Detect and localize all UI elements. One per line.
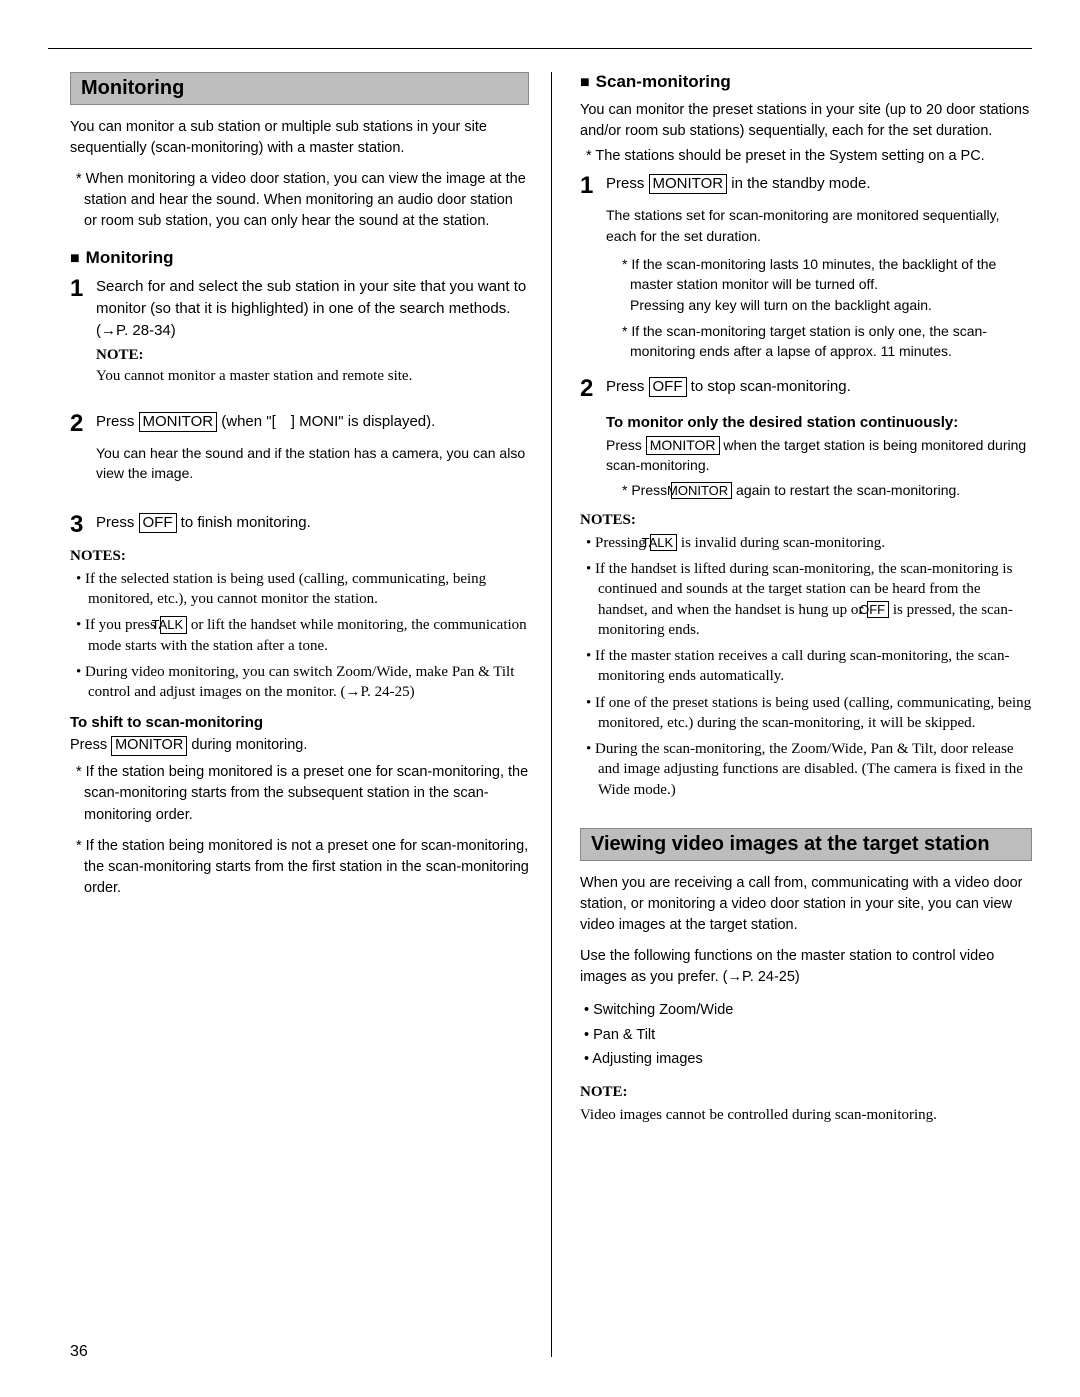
- text-fragment: Press: [606, 175, 649, 192]
- note-item: • If you press TALK or lift the handset …: [70, 615, 529, 656]
- step-text: Press OFF to finish monitoring.: [96, 512, 529, 538]
- bullet-item: • Switching Zoom/Wide: [580, 998, 1032, 1023]
- note-item: • If one of the preset stations is being…: [580, 693, 1032, 734]
- text-fragment: Press: [70, 737, 111, 753]
- text-fragment: Press: [96, 514, 139, 531]
- step-text: Search for and select the sub station in…: [96, 276, 529, 341]
- bullet-item: • Adjusting images: [580, 1047, 1032, 1072]
- talk-button-label: TALK: [160, 616, 188, 634]
- step-3: 3 Press OFF to finish monitoring.: [70, 512, 529, 538]
- note-header: NOTE:: [96, 347, 529, 364]
- left-column: Monitoring You can monitor a sub station…: [70, 72, 551, 1357]
- text-fragment: is invalid during scan-monitoring.: [677, 535, 885, 551]
- off-button-label: OFF: [867, 601, 889, 619]
- step-2: 2 Press MONITOR (when "[ ] MONI" is disp…: [70, 411, 529, 437]
- step-sub-text: The stations set for scan-monitoring are…: [606, 205, 1032, 246]
- text-fragment: in the standby mode.: [727, 175, 870, 192]
- page-number: 36: [70, 1343, 88, 1361]
- footnote: * Press MONITOR again to restart the sca…: [606, 480, 1032, 500]
- footnote: * The stations should be preset in the S…: [580, 146, 1032, 167]
- notes-header: NOTES:: [70, 548, 529, 565]
- intro-text: You can monitor a sub station or multipl…: [70, 117, 529, 159]
- text-fragment: Press: [606, 437, 646, 453]
- text-fragment: * Press: [622, 482, 671, 498]
- text-fragment: (when "[ ] MONI" is displayed).: [217, 413, 435, 430]
- step-2: 2 Press OFF to stop scan-monitoring.: [580, 376, 1032, 402]
- body-text: Press MONITOR when the target station is…: [606, 435, 1032, 476]
- step-number: 1: [580, 173, 606, 199]
- section-title-monitoring: Monitoring: [70, 72, 529, 105]
- step-number: 1: [70, 276, 96, 341]
- text-fragment: during monitoring.: [187, 737, 307, 753]
- step-number: 2: [70, 411, 96, 437]
- subsection-label: Scan-monitoring: [596, 72, 731, 91]
- monitor-button-label: MONITOR: [671, 482, 732, 500]
- step-number: 2: [580, 376, 606, 402]
- body-text: When you are receiving a call from, comm…: [580, 873, 1032, 936]
- step-text: Press MONITOR in the standby mode.: [606, 173, 1032, 199]
- subsection-label: Monitoring: [86, 248, 174, 267]
- text-fragment: again to restart the scan-monitoring.: [732, 482, 960, 498]
- monitor-button-label: MONITOR: [139, 412, 218, 432]
- footnote: * If the station being monitored is not …: [70, 836, 529, 899]
- monitor-button-label: MONITOR: [111, 736, 187, 755]
- note-item: • If the handset is lifted during scan-m…: [580, 559, 1032, 640]
- right-column: ■Scan-monitoring You can monitor the pre…: [551, 72, 1032, 1357]
- footnote: * If the scan-monitoring target station …: [606, 321, 1032, 362]
- notes-header: NOTES:: [580, 512, 1032, 529]
- note-text: You cannot monitor a master station and …: [96, 366, 529, 386]
- step-sub-text: You can hear the sound and if the statio…: [96, 443, 529, 484]
- note-header: NOTE:: [580, 1084, 1032, 1101]
- note-item: • Pressing TALK is invalid during scan-m…: [580, 533, 1032, 553]
- text-fragment: • Pressing: [586, 535, 650, 551]
- monitor-button-label: MONITOR: [646, 436, 720, 455]
- talk-button-label: TALK: [650, 534, 678, 552]
- text-fragment: to stop scan-monitoring.: [687, 378, 851, 395]
- text-fragment: to finish monitoring.: [177, 514, 311, 531]
- subsection-monitoring: ■Monitoring: [70, 248, 529, 268]
- footnote: * When monitoring a video door station, …: [70, 169, 529, 232]
- step-text: Press OFF to stop scan-monitoring.: [606, 376, 1032, 402]
- step-text: Press MONITOR (when "[ ] MONI" is displa…: [96, 411, 529, 437]
- off-button-label: OFF: [649, 377, 687, 397]
- bullet-item: • Pan & Tilt: [580, 1023, 1032, 1048]
- body-text: Use the following functions on the maste…: [580, 946, 1032, 988]
- text-fragment: • If you press: [76, 617, 160, 633]
- subsection-scan-monitoring: ■Scan-monitoring: [580, 72, 1032, 92]
- note-item: • During video monitoring, you can switc…: [70, 662, 529, 703]
- subhead: To shift to scan-monitoring: [70, 714, 529, 731]
- monitor-button-label: MONITOR: [649, 174, 728, 194]
- footnote: * If the station being monitored is a pr…: [70, 762, 529, 825]
- note-item: • If the master station receives a call …: [580, 646, 1032, 687]
- step-1: 1 Search for and select the sub station …: [70, 276, 529, 341]
- page-content: Monitoring You can monitor a sub station…: [70, 72, 1032, 1357]
- note-text: Video images cannot be controlled during…: [580, 1105, 1032, 1125]
- top-rule: [48, 48, 1032, 49]
- text-fragment: Press: [606, 378, 649, 395]
- note-item: • During the scan-monitoring, the Zoom/W…: [580, 739, 1032, 800]
- off-button-label: OFF: [139, 513, 177, 533]
- step-1: 1 Press MONITOR in the standby mode.: [580, 173, 1032, 199]
- intro-text: You can monitor the preset stations in y…: [580, 100, 1032, 142]
- text-fragment: Press: [96, 413, 139, 430]
- step-number: 3: [70, 512, 96, 538]
- section-title-viewing: Viewing video images at the target stati…: [580, 828, 1032, 861]
- subhead: To monitor only the desired station cont…: [606, 414, 1032, 431]
- footnote: * If the scan-monitoring lasts 10 minute…: [606, 254, 1032, 315]
- body-text: Press MONITOR during monitoring.: [70, 735, 529, 756]
- note-item: • If the selected station is being used …: [70, 569, 529, 610]
